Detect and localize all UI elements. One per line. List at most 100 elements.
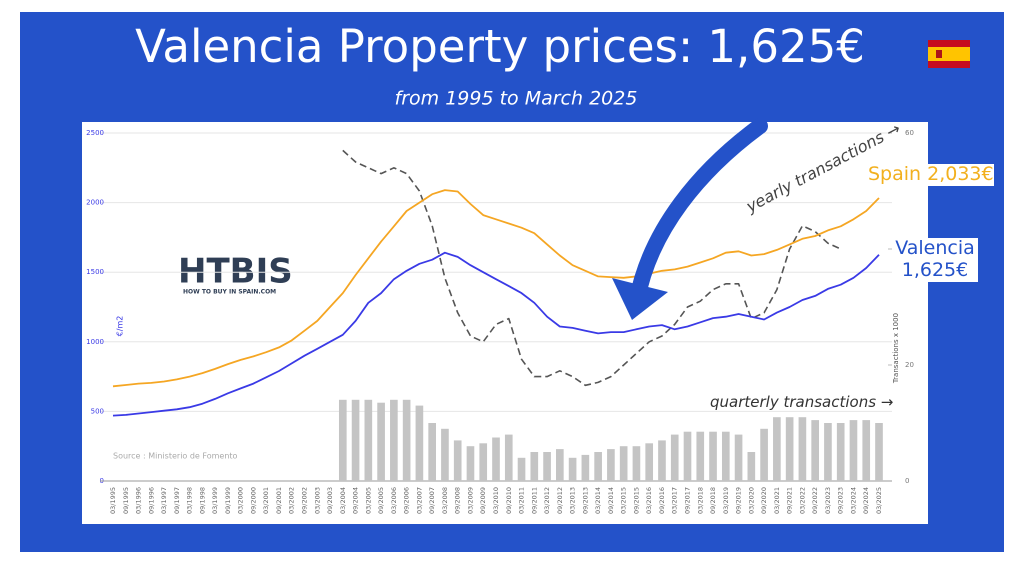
chart-title: Valencia Property prices: 1,625€: [135, 20, 865, 73]
x-tick-label: 09/1999: [224, 487, 232, 514]
x-tick-label: 09/2008: [454, 487, 462, 514]
x-tick-label: 09/2019: [735, 487, 743, 514]
x-tick-label: 09/1998: [198, 487, 206, 514]
x-tick-label: 03/1997: [160, 487, 168, 514]
x-tick-label: 03/1996: [135, 487, 143, 514]
y2-tick-label: 60: [905, 129, 914, 137]
bar: [338, 399, 347, 481]
x-tick-label: 03/2019: [722, 487, 730, 514]
x-tick-label: 09/2015: [632, 487, 640, 514]
x-tick-label: 03/1998: [186, 487, 194, 514]
bar: [683, 431, 692, 481]
x-tick-label: 09/2024: [862, 487, 870, 514]
bar: [798, 417, 807, 481]
x-tick-label: 03/2015: [620, 487, 628, 514]
x-tick-label: 09/1995: [122, 487, 130, 514]
bar: [875, 423, 883, 481]
flag-yellow: [928, 47, 970, 61]
bar: [453, 440, 462, 481]
arrow-shaft: [629, 118, 768, 308]
x-tick-label: 03/2025: [875, 487, 883, 514]
x-tick-label: 03/2001: [262, 487, 270, 514]
x-tick-label: 09/2004: [352, 487, 360, 514]
x-tick-label: 09/2001: [275, 487, 283, 514]
y2-tick-label: 20: [905, 361, 914, 369]
bar: [441, 428, 449, 481]
x-tick-label: 03/2007: [415, 487, 423, 514]
x-tick-label: 09/2023: [837, 487, 845, 514]
bar: [670, 434, 679, 481]
y2-axis-label: Transactions x 1000: [892, 313, 900, 384]
x-tick-label: 03/2011: [518, 487, 526, 514]
bar: [658, 440, 666, 481]
spain-annotation: Spain 2,033€: [868, 163, 994, 186]
bar: [466, 446, 475, 481]
x-tick-label: 03/2024: [849, 487, 857, 514]
logo-name: HTBIS: [178, 252, 293, 292]
bar: [607, 449, 615, 481]
x-tick-label: 09/2020: [760, 487, 768, 514]
flag-emblem: [936, 50, 942, 58]
bar: [402, 399, 411, 481]
x-tick-label: 09/2018: [709, 487, 717, 514]
x-tick-label: 03/2017: [671, 487, 679, 514]
x-tick-label: 03/2020: [747, 487, 755, 514]
bar: [364, 399, 373, 481]
x-tick-label: 03/2016: [645, 487, 653, 514]
x-tick-label: 03/2014: [594, 487, 602, 514]
y-tick-label: 2000: [86, 199, 104, 207]
x-tick-label: 03/2022: [798, 487, 806, 514]
bar: [504, 434, 513, 481]
chart-subtitle: from 1995 to March 2025: [395, 88, 638, 110]
x-tick-label: 03/2013: [569, 487, 577, 514]
x-tick-label: 03/2004: [339, 487, 347, 514]
x-tick-label: 09/2021: [786, 487, 794, 514]
x-tick-label: 03/2010: [492, 487, 500, 514]
bar: [594, 452, 602, 481]
bar: [581, 454, 590, 481]
bar: [747, 452, 756, 481]
x-tick-label: 03/2008: [441, 487, 449, 514]
x-tick-label: 09/2000: [249, 487, 257, 514]
x-tick-label: 09/2013: [581, 487, 589, 514]
bar: [785, 417, 794, 481]
bar: [568, 457, 577, 481]
bar: [696, 431, 705, 481]
bar: [556, 449, 564, 481]
bar: [415, 405, 424, 481]
bar: [862, 420, 871, 481]
y2-tick-label: 0: [905, 477, 909, 485]
bar: [849, 420, 858, 481]
x-tick-label: 09/2022: [811, 487, 819, 514]
x-tick-label: 09/1996: [147, 487, 155, 514]
arrow-head: [612, 278, 668, 320]
bar: [351, 399, 360, 481]
x-tick-label: 03/1995: [109, 487, 117, 514]
bar: [709, 431, 717, 481]
bar: [390, 399, 398, 481]
x-tick-label: 03/2023: [824, 487, 832, 514]
x-tick-label: 09/2005: [377, 487, 385, 514]
valencia-annotation: Valencia 1,625€: [892, 237, 978, 282]
bar: [811, 420, 819, 481]
x-tick-label: 03/2009: [466, 487, 474, 514]
bar: [543, 452, 551, 481]
y-tick-label: 1000: [86, 338, 104, 346]
bar: [760, 428, 768, 481]
bar: [645, 443, 654, 481]
x-tick-label: 09/2006: [403, 487, 411, 514]
x-tick-label: 09/2010: [505, 487, 513, 514]
x-tick-label: 03/2021: [773, 487, 781, 514]
bar: [377, 402, 385, 481]
x-tick-label: 09/2017: [684, 487, 692, 514]
line: [112, 189, 880, 388]
y-tick-label: 2500: [86, 129, 104, 137]
x-tick-label: 09/2003: [326, 487, 334, 514]
x-tick-label: 09/2007: [428, 487, 436, 514]
x-tick-label: 09/2012: [556, 487, 564, 514]
x-tick-label: 03/2002: [288, 487, 296, 514]
bar: [836, 423, 845, 481]
bar: [632, 446, 641, 481]
